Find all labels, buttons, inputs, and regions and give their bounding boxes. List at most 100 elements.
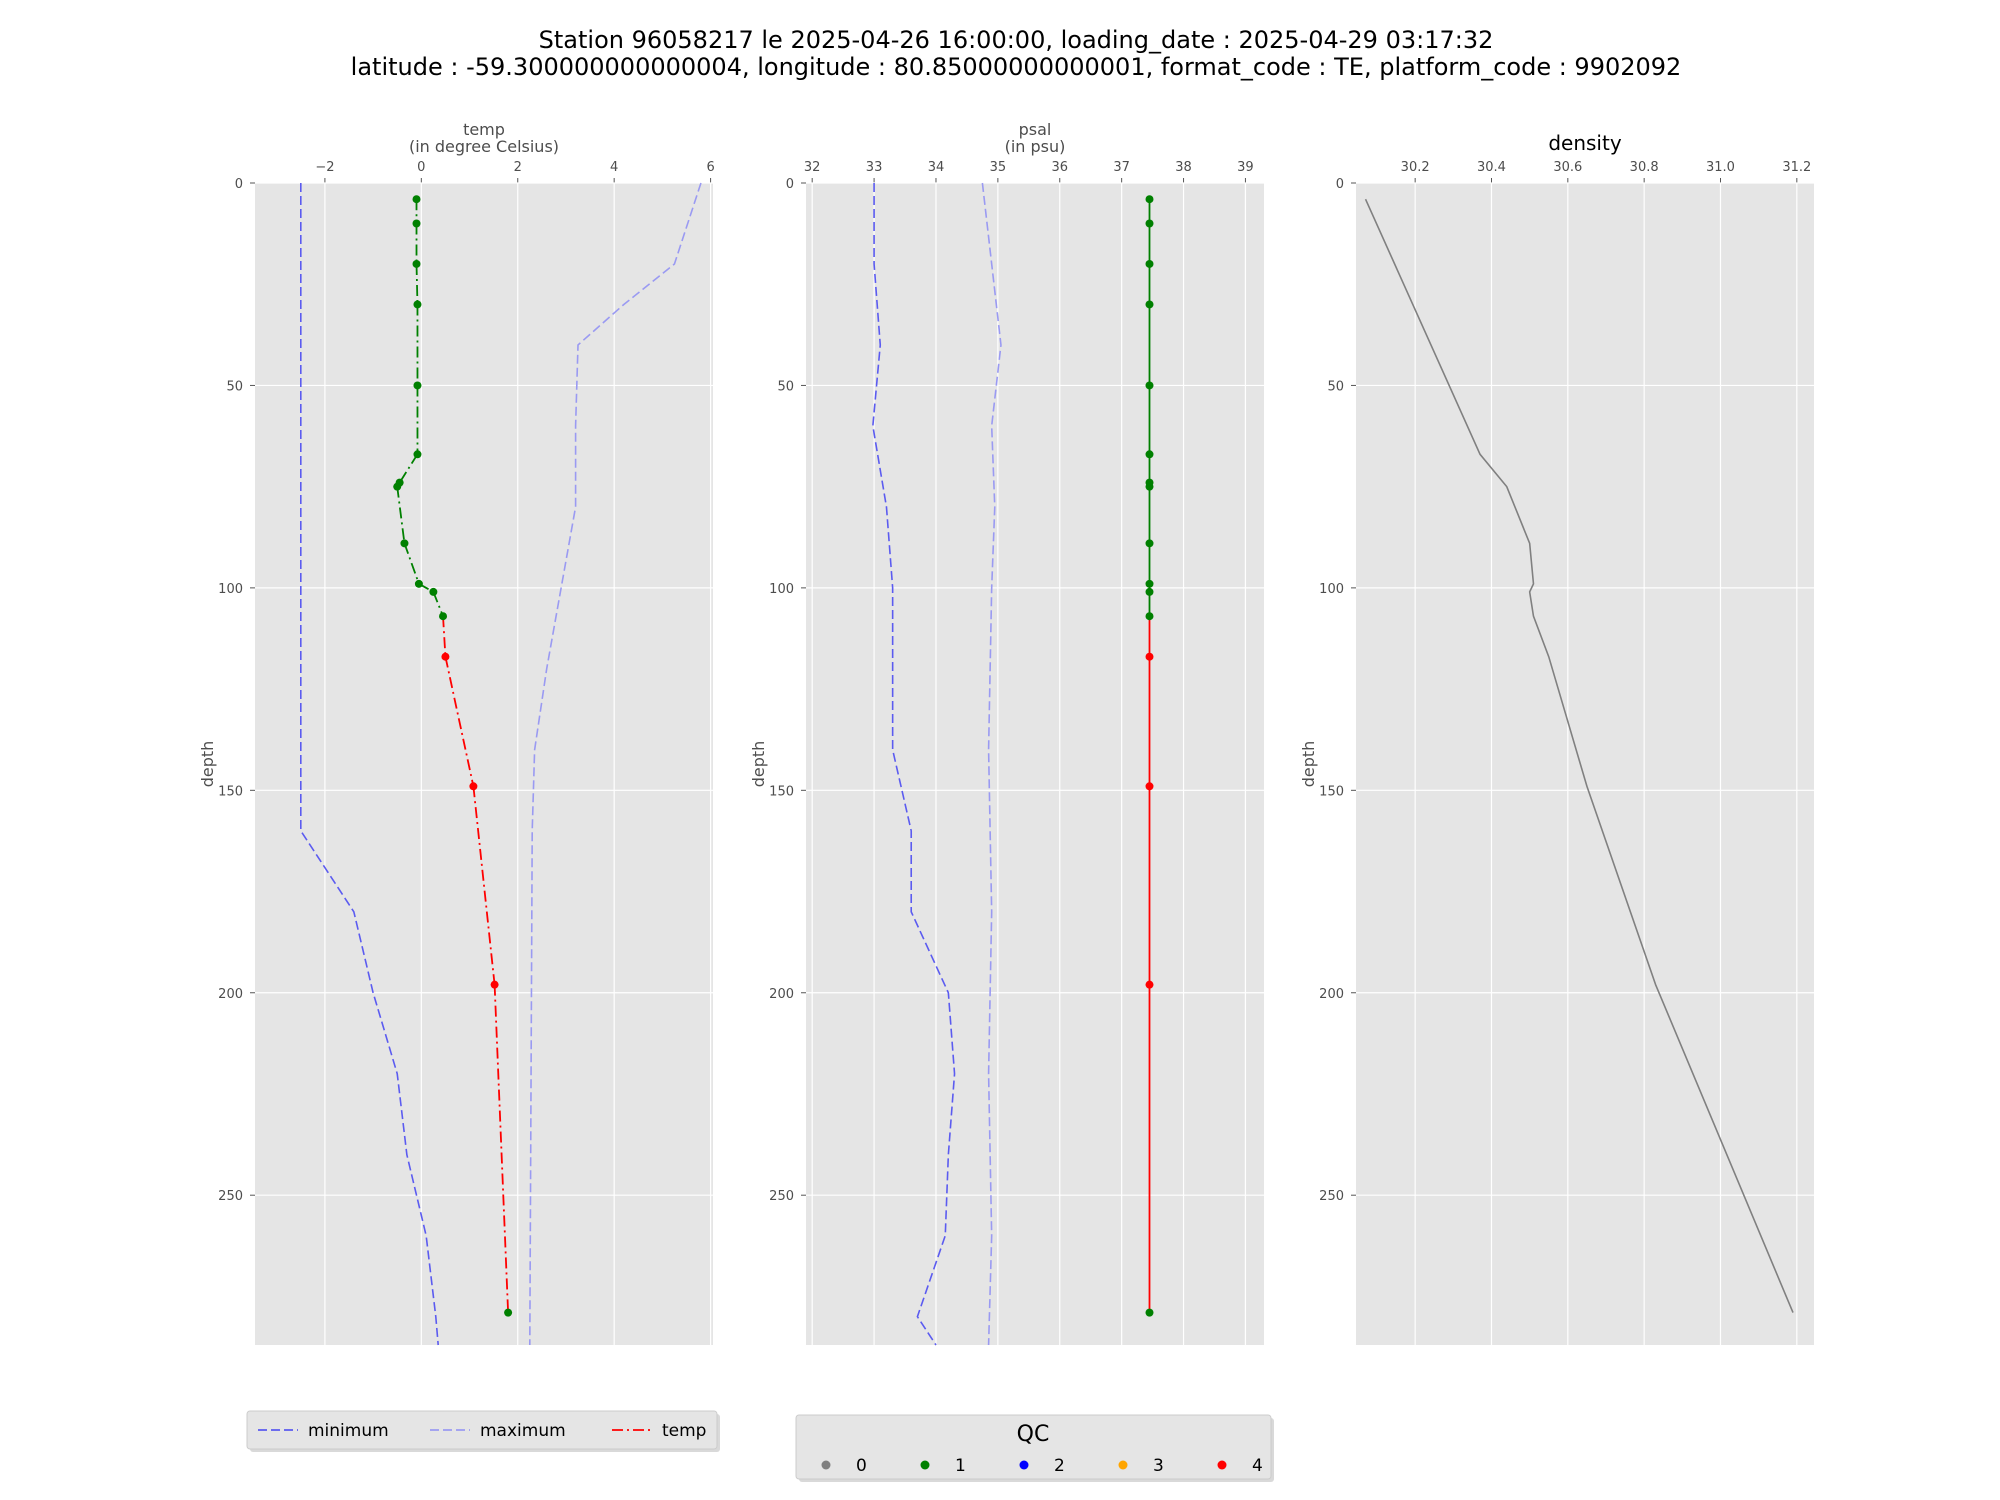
series-temp-segment <box>472 786 496 985</box>
y-tick-label: 0 <box>235 177 243 192</box>
y-tick-label: 50 <box>777 379 794 394</box>
plot-area <box>255 183 713 1345</box>
series-maximum-line <box>528 182 702 1346</box>
x-tick-label: 2 <box>514 160 522 175</box>
legend-qc-4-marker <box>1217 1460 1227 1470</box>
figure-title-line1: Station 96058217 le 2025-04-26 16:00:00,… <box>539 26 1494 54</box>
figure-title-line2: latitude : -59.300000000000004, longitud… <box>351 53 1682 81</box>
legend-temp-label: temp <box>662 1421 706 1441</box>
series-psal-point <box>1145 300 1154 309</box>
series-maximum-line <box>981 182 1002 1346</box>
series-temp-segment <box>432 591 444 617</box>
y-axis-label: depth <box>198 741 217 788</box>
series-temp-segment <box>442 616 447 657</box>
series-psal-point <box>1145 195 1154 204</box>
x-tick-label: 30.4 <box>1477 160 1506 175</box>
x-tick-label: 32 <box>804 160 821 175</box>
legend-lines-box <box>246 1410 718 1450</box>
series-temp-point <box>504 1308 513 1317</box>
y-tick-label: 50 <box>226 379 243 394</box>
legend-qc-1-label: 1 <box>955 1456 966 1476</box>
x-axis-unit-label: (in degree Celsius) <box>409 137 559 156</box>
series-temp-segment <box>398 453 419 484</box>
legend-qc: QC 0 1 2 3 4 <box>795 1414 1274 1482</box>
legend-qc-box <box>795 1414 1272 1480</box>
legend-qc-3-marker <box>1118 1460 1128 1470</box>
legend-lines: minimum maximum temp <box>246 1410 720 1452</box>
series-minimum-line <box>872 183 956 1346</box>
series-temp-segment <box>444 656 475 787</box>
series-temp-point <box>412 259 421 268</box>
x-tick-label: 31.2 <box>1782 160 1811 175</box>
series-temp-point <box>413 381 422 390</box>
legend-qc-4-label: 4 <box>1252 1456 1263 1476</box>
plot-area <box>806 183 1264 1345</box>
legend-maximum-label: maximum <box>480 1421 566 1441</box>
series-psal-point <box>1145 381 1154 390</box>
panels: −2 0 2 4 6 0 50 100 150 200 250 temp(in degree Cels… <box>198 120 1814 1346</box>
series-psal-point <box>1145 980 1154 989</box>
series-temp-point <box>413 450 422 459</box>
series-temp-point <box>441 652 450 661</box>
x-tick-label: 37 <box>1113 160 1130 175</box>
legend-qc-0-label: 0 <box>856 1456 867 1476</box>
x-tick-label: 35 <box>990 160 1007 175</box>
y-tick-label: 250 <box>1319 1189 1344 1204</box>
panel-2: 32 33 34 35 36 37 38 39 0 50 100 150 200 250 psal(in p… <box>749 120 1264 1346</box>
series-psal-point <box>1145 259 1154 268</box>
x-tick-label: 30.6 <box>1553 160 1582 175</box>
panel-title: density <box>1548 131 1621 155</box>
series-temp-point <box>412 195 421 204</box>
y-tick-label: 250 <box>218 1189 243 1204</box>
y-tick-label: 100 <box>1319 582 1344 597</box>
x-tick-label: 33 <box>866 160 883 175</box>
x-tick-label: 38 <box>1175 160 1192 175</box>
legend-qc-0-marker <box>821 1460 831 1470</box>
series-temp-segment <box>415 263 419 305</box>
series-temp-point <box>439 612 448 621</box>
y-axis-label: depth <box>1299 741 1318 788</box>
series-temp-point <box>490 980 499 989</box>
panel-1: −2 0 2 4 6 0 50 100 150 200 250 temp(in degree Cels… <box>198 120 715 1346</box>
x-tick-label: 34 <box>928 160 945 175</box>
legend-qc-2-label: 2 <box>1054 1456 1065 1476</box>
x-tick-label: 4 <box>610 160 618 175</box>
y-tick-label: 150 <box>769 784 794 799</box>
legend-minimum-label: minimum <box>308 1421 389 1441</box>
y-tick-label: 100 <box>769 582 794 597</box>
y-tick-label: 150 <box>1319 784 1344 799</box>
series-psal-point <box>1145 1308 1154 1317</box>
legend-qc-title: QC <box>1017 1422 1050 1447</box>
x-axis-label: temp <box>463 120 505 139</box>
y-tick-label: 0 <box>786 177 794 192</box>
series-density-line <box>1364 198 1794 1313</box>
y-tick-label: 50 <box>1327 379 1344 394</box>
series-temp-segment <box>396 486 406 544</box>
x-tick-label: 31.0 <box>1706 160 1735 175</box>
legend-qc-2-marker <box>1019 1460 1029 1470</box>
y-tick-label: 0 <box>1336 177 1344 192</box>
y-tick-label: 250 <box>769 1189 794 1204</box>
y-tick-label: 100 <box>218 582 243 597</box>
legend-qc-3-label: 3 <box>1153 1456 1164 1476</box>
y-tick-label: 200 <box>769 987 794 1002</box>
series-temp-point <box>429 587 438 596</box>
series-temp-point <box>469 782 478 791</box>
x-tick-label: 30.2 <box>1401 160 1430 175</box>
panel-3: 30.2 30.4 30.6 30.8 31.0 31.2 0 50 100 150 200 250 d… <box>1299 131 1814 1345</box>
plot-area <box>1356 183 1814 1345</box>
y-tick-label: 150 <box>218 784 243 799</box>
series-temp-point <box>412 219 421 228</box>
x-tick-label: 39 <box>1237 160 1254 175</box>
series-temp-point <box>414 579 423 588</box>
legend-qc-1-marker <box>920 1460 930 1470</box>
series-temp-point <box>393 482 402 491</box>
x-tick-label: 36 <box>1051 160 1068 175</box>
x-tick-label: −2 <box>315 160 334 175</box>
series-psal-point <box>1145 539 1154 548</box>
series-psal-point <box>1145 219 1154 228</box>
y-tick-label: 200 <box>1319 987 1344 1002</box>
series-temp-point <box>413 300 422 309</box>
series-psal-point <box>1145 612 1154 621</box>
